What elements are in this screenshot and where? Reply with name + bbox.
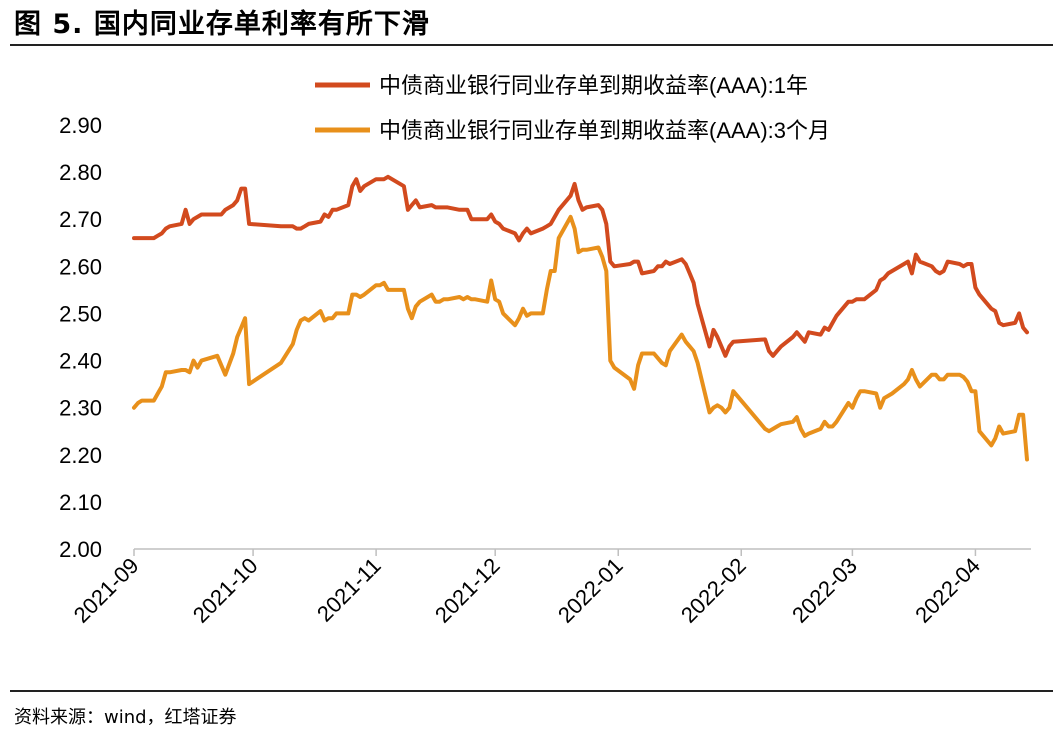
y-tick-label: 2.70 bbox=[59, 207, 102, 232]
source-note: 资料来源：wind，红塔证券 bbox=[14, 707, 237, 728]
y-tick-label: 2.00 bbox=[59, 537, 102, 562]
y-axis: 2.00 2.10 2.20 2.30 2.40 2.50 2.60 2.70 2.80 2.90 bbox=[59, 113, 102, 562]
y-tick-label: 2.90 bbox=[59, 113, 102, 138]
y-tick-label: 2.60 bbox=[59, 254, 102, 279]
y-tick-label: 2.20 bbox=[59, 443, 102, 468]
bottom-rule bbox=[10, 690, 1053, 692]
series-line-1 bbox=[132, 174, 1029, 358]
x-tick-label: 2022-04 bbox=[910, 553, 985, 628]
y-tick-label: 2.80 bbox=[59, 160, 102, 185]
x-tick-label: 2022-02 bbox=[676, 553, 751, 628]
x-tick-label: 2021-10 bbox=[188, 553, 263, 628]
x-tick-label: 2022-01 bbox=[553, 553, 628, 628]
y-tick-label: 2.50 bbox=[59, 301, 102, 326]
figure-title: 图 5. 国内同业存单利率有所下滑 bbox=[14, 9, 430, 40]
y-tick-label: 2.40 bbox=[59, 349, 102, 374]
x-axis: 2021-09 2021-10 2021-11 2021-12 2022-01 2022-… bbox=[69, 548, 1031, 628]
series-layer bbox=[132, 174, 1029, 462]
series-line-2 bbox=[132, 214, 1029, 462]
line-chart: 2.00 2.10 2.20 2.30 2.40 2.50 2.60 2.70 2.80 2.90… bbox=[59, 73, 1031, 628]
legend-label: 中债商业银行同业存单到期收益率(AAA):1年 bbox=[379, 73, 808, 98]
x-tick-label: 2021-09 bbox=[69, 553, 144, 628]
top-rule bbox=[10, 44, 1053, 46]
x-tick-label: 2022-03 bbox=[787, 553, 862, 628]
x-tick-label: 2021-12 bbox=[430, 553, 505, 628]
y-tick-label: 2.30 bbox=[59, 396, 102, 421]
legend: 中债商业银行同业存单到期收益率(AAA):1年中债商业银行同业存单到期收益率(A… bbox=[315, 73, 830, 143]
y-tick-label: 2.10 bbox=[59, 490, 102, 515]
x-tick-label: 2021-11 bbox=[312, 553, 386, 627]
legend-label: 中债商业银行同业存单到期收益率(AAA):3个月 bbox=[379, 118, 830, 143]
